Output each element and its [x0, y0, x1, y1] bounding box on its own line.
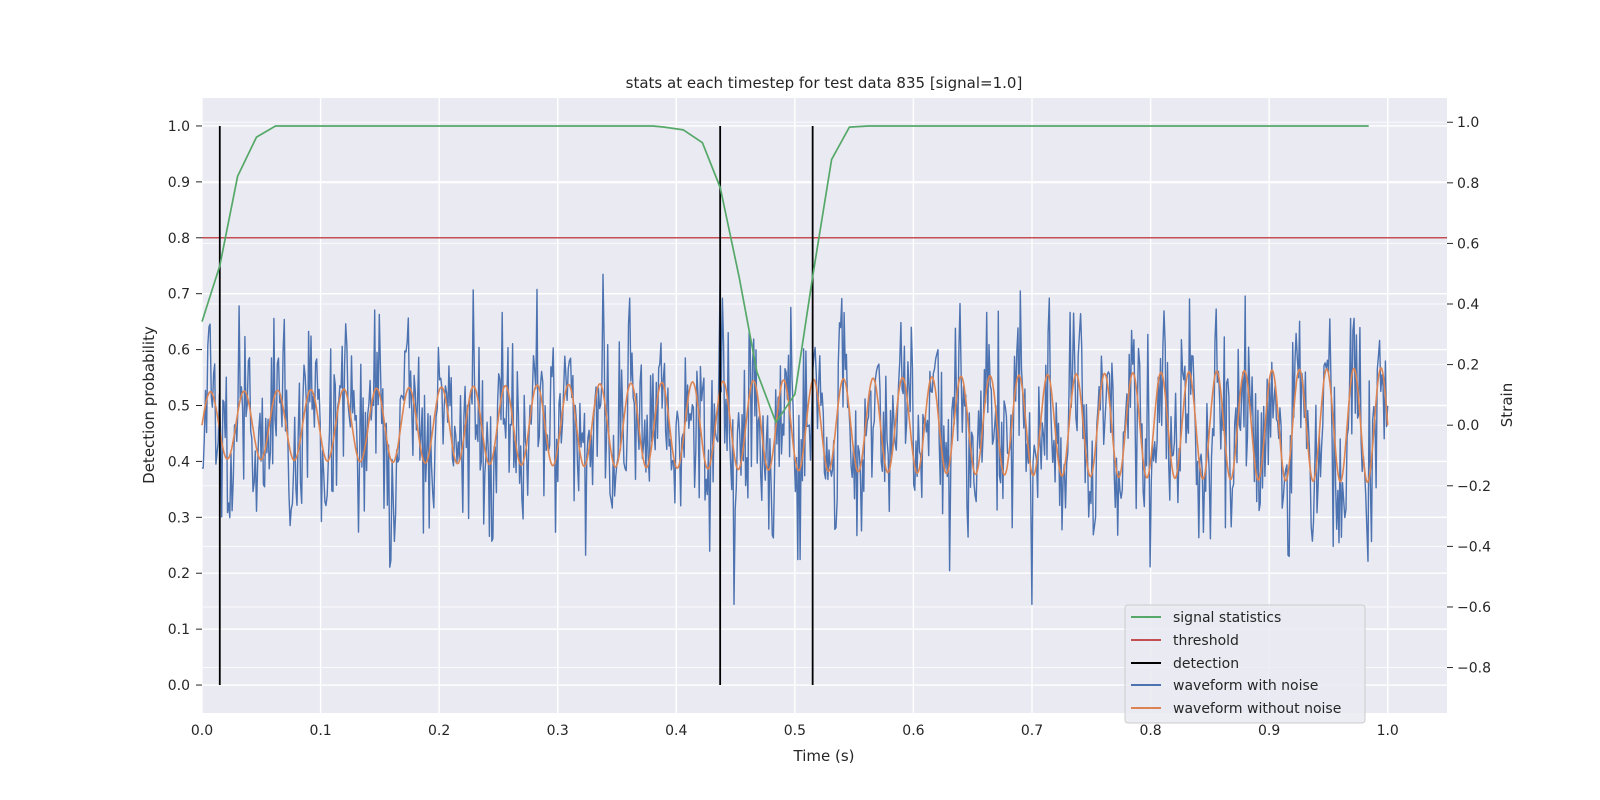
legend-label-signal-statistics: signal statistics: [1173, 610, 1281, 626]
legend-label-detection: detection: [1173, 656, 1239, 672]
legend-label-waveform-without-noise: waveform without noise: [1173, 701, 1341, 717]
y-axis-label: Detection probability: [140, 326, 158, 484]
legend: signal statistics threshold detection wa…: [1124, 604, 1366, 724]
y2-tick-label: −0.6: [1457, 600, 1491, 616]
y2-tick-label: −0.2: [1457, 479, 1491, 495]
x-tick-label: 0.7: [1021, 723, 1043, 739]
legend-item-waveform-without-noise: waveform without noise: [1131, 701, 1341, 717]
y-axis-ticks: 0.0 0.1 0.2 0.3 0.4 0.5 0.6 0.7 0.8 0.9 1.0: [168, 119, 202, 694]
x-axis-ticks: 0.0 0.1 0.2 0.3 0.4 0.5 0.6 0.7 0.8 0.9 1.0: [191, 723, 1399, 739]
y2-tick-label: 0.0: [1457, 418, 1479, 434]
legend-item-threshold: threshold: [1131, 633, 1239, 649]
y-tick-label: 0.6: [168, 343, 190, 359]
y-tick-label: 0.4: [168, 454, 190, 470]
y2-tick-label: 0.4: [1457, 297, 1479, 313]
x-tick-label: 0.4: [665, 723, 687, 739]
y2-tick-label: 1.0: [1457, 115, 1479, 131]
y2-axis-ticks: −0.8 −0.6 −0.4 −0.2 0.0 0.2 0.4 0.6 0.8 1.0: [1447, 115, 1491, 677]
chart-title: stats at each timestep for test data 835…: [626, 74, 1023, 92]
legend-label-waveform-with-noise: waveform with noise: [1173, 678, 1318, 694]
legend-label-threshold: threshold: [1173, 633, 1239, 649]
series-detection: [218, 125, 814, 686]
x-tick-label: 0.1: [309, 723, 331, 739]
y-tick-label: 0.3: [168, 510, 190, 526]
legend-item-signal-statistics: signal statistics: [1131, 610, 1281, 626]
y2-tick-label: 0.6: [1457, 236, 1479, 252]
x-tick-label: 1.0: [1377, 723, 1399, 739]
x-tick-label: 0.6: [902, 723, 924, 739]
x-tick-label: 0.5: [784, 723, 806, 739]
x-tick-label: 0.2: [428, 723, 450, 739]
y2-tick-label: 0.2: [1457, 358, 1479, 374]
series-signal-statistics: [201, 125, 1369, 424]
legend-box: [1124, 604, 1366, 724]
x-tick-label: 0.3: [547, 723, 569, 739]
y-tick-label: 0.2: [168, 566, 190, 582]
legend-item-detection: detection: [1131, 656, 1239, 672]
x-axis-label: Time (s): [793, 747, 855, 765]
y-tick-label: 0.8: [168, 231, 190, 247]
x-tick-label: 0.0: [191, 723, 213, 739]
y2-axis-label: Strain: [1498, 383, 1516, 427]
y2-tick-label: 0.8: [1457, 176, 1479, 192]
series-waveform-without-noise: [201, 366, 1389, 484]
y-tick-label: 1.0: [168, 119, 190, 135]
plot-area: [201, 125, 1447, 686]
x-tick-label: 0.9: [1258, 723, 1280, 739]
y-tick-label: 0.9: [168, 175, 190, 191]
y2-tick-label: −0.4: [1457, 539, 1491, 555]
legend-item-waveform-with-noise: waveform with noise: [1131, 678, 1318, 694]
y-tick-label: 0.7: [168, 287, 190, 303]
y-tick-label: 0.5: [168, 399, 190, 415]
y2-tick-label: −0.8: [1457, 661, 1491, 677]
y-tick-label: 0.1: [168, 622, 190, 638]
x-tick-label: 0.8: [1139, 723, 1161, 739]
y-tick-label: 0.0: [168, 678, 190, 694]
